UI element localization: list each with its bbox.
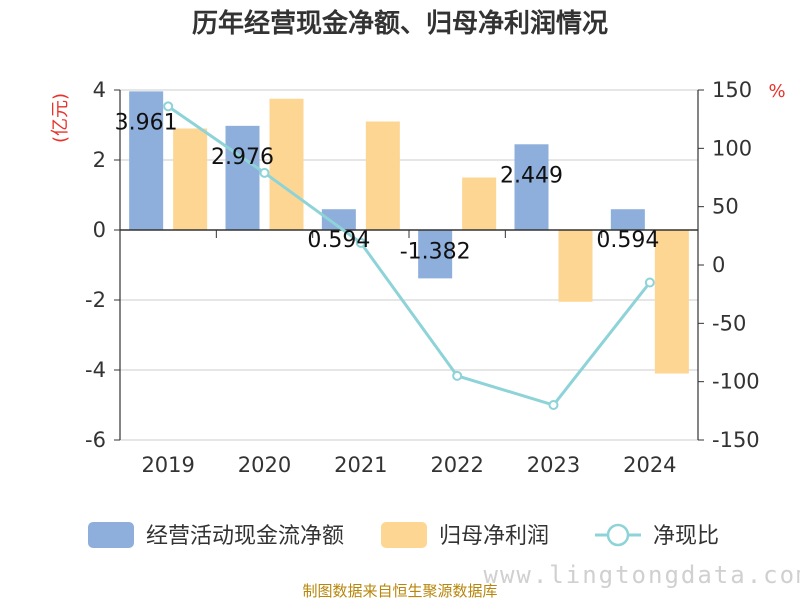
left-axis-unit: (亿元) xyxy=(50,93,71,143)
left-tick-label: -2 xyxy=(85,288,106,312)
legend-label: 归母净利润 xyxy=(439,524,549,549)
net-profit-bar xyxy=(365,121,400,230)
left-tick-label: -4 xyxy=(85,358,106,382)
right-tick-label: 150 xyxy=(712,78,752,102)
gridlines xyxy=(120,89,698,441)
net-profit-bar xyxy=(462,177,497,230)
category-label: 2022 xyxy=(430,453,483,477)
net-profit-bar xyxy=(654,230,689,374)
category-label: 2020 xyxy=(238,453,291,477)
ratio-point xyxy=(644,277,655,288)
legend: 经营活动现金流净额 归母净利润 净现比 xyxy=(88,522,719,549)
left-tick-label: -6 xyxy=(85,428,106,452)
cashflow-data-label: 0.594 xyxy=(596,228,659,253)
cashflow-data-label: 0.594 xyxy=(307,228,370,253)
ratio-line-path xyxy=(167,105,652,407)
net-profit-bar xyxy=(269,98,304,230)
ratio-point xyxy=(355,237,366,248)
bars xyxy=(129,91,689,374)
cashflow-data-label: 3.961 xyxy=(115,110,178,135)
legend-label: 净现比 xyxy=(653,524,719,549)
left-tick-label: 2 xyxy=(93,148,106,172)
cashflow-data-label: 2.449 xyxy=(500,163,563,188)
ratio-point xyxy=(452,370,463,381)
category-label: 2019 xyxy=(141,453,194,477)
legend-swatch-marker xyxy=(606,523,630,547)
right-tick-label: 100 xyxy=(712,136,752,160)
source-note: 制图数据来自恒生聚源数据库 xyxy=(302,582,497,600)
watermark: www.lingtongdata.com xyxy=(484,561,800,589)
cashflow-bar xyxy=(321,209,356,230)
cashflow-bar xyxy=(418,230,453,279)
category-label: 2024 xyxy=(623,453,676,477)
cashflow-bar xyxy=(225,125,260,230)
category-label: 2023 xyxy=(527,453,580,477)
cashflow-data-label: -1.382 xyxy=(400,239,471,264)
right-tick-label: -100 xyxy=(712,370,760,394)
right-tick-label: -150 xyxy=(712,428,760,452)
legend-swatch xyxy=(381,522,427,548)
legend-swatch xyxy=(88,522,134,548)
cashflow-bar xyxy=(610,209,645,230)
cashflow-bar xyxy=(514,144,549,230)
net-profit-bar xyxy=(173,128,208,230)
net-profit-bar xyxy=(558,230,593,302)
legend-label: 经营活动现金流净额 xyxy=(146,524,344,549)
axes: 4 2 0 -2 -4 -6 150 100 50 0 -50 -100 -150 2019 2020 202… xyxy=(85,78,760,477)
right-tick-label: -50 xyxy=(712,311,746,335)
ratio-point xyxy=(163,101,174,112)
chart-title: 历年经营现金净额、归母净利润情况 xyxy=(192,8,608,39)
left-tick-label: 0 xyxy=(93,218,106,242)
right-axis-unit: % xyxy=(768,81,785,102)
category-label: 2021 xyxy=(334,453,387,477)
cashflow-bar xyxy=(129,91,164,231)
data-labels: 3.961 2.976 0.594 -1.382 2.449 0.594 xyxy=(115,110,660,264)
ratio-point xyxy=(259,167,270,178)
right-tick-label: 0 xyxy=(712,253,725,277)
ratio-point xyxy=(548,400,559,410)
right-tick-label: 50 xyxy=(712,195,739,219)
ratio-line xyxy=(163,101,655,410)
cashflow-data-label: 2.976 xyxy=(211,145,274,170)
left-tick-label: 4 xyxy=(93,78,106,102)
